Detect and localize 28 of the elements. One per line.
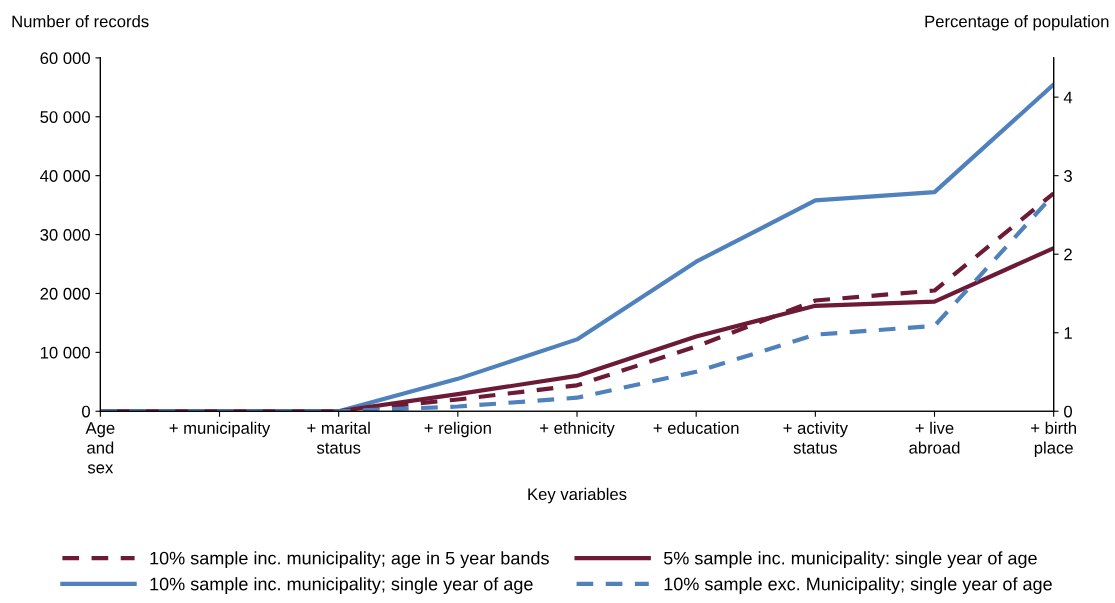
y2-tick-label: 1 bbox=[1064, 327, 1072, 339]
x-tick-label: + municipality bbox=[169, 421, 271, 438]
x-tick-label: + religion bbox=[424, 421, 491, 438]
y2-axis-title: Percentage of population bbox=[925, 15, 1109, 31]
x-tick-label: Age and sex bbox=[85, 422, 115, 474]
y-tick-label: 10 000 bbox=[40, 346, 90, 359]
y-tick-label: 20 000 bbox=[40, 287, 90, 300]
y-tick-label: 50 000 bbox=[40, 111, 90, 123]
y2-tick-label: 4 bbox=[1063, 91, 1073, 104]
x-axis-title: Key variables bbox=[528, 487, 627, 504]
y-tick-label: 60 000 bbox=[40, 52, 90, 65]
x-tick-label: + live abroad bbox=[909, 421, 960, 454]
y-tick-label: 0 bbox=[82, 405, 90, 418]
legend-label: 10% sample inc. municipality; single year of age bbox=[150, 577, 533, 594]
legend-label: 5% sample inc. municipality: single year of age bbox=[663, 551, 1037, 569]
y2-tick-label: 2 bbox=[1064, 248, 1072, 261]
legend-label: 10% sample exc. Municipality; single year of age bbox=[664, 577, 1052, 594]
x-tick-label: + activity status bbox=[783, 421, 848, 454]
x-tick-label: + ethnicity bbox=[540, 421, 615, 438]
y2-tick-label: 3 bbox=[1064, 170, 1072, 182]
y-axis-title: Number of records bbox=[12, 15, 149, 28]
y-tick-label: 30 000 bbox=[40, 228, 90, 241]
y2-tick-label: 0 bbox=[1064, 405, 1073, 418]
x-tick-label: + marital status bbox=[307, 421, 370, 454]
x-tick-label: + education bbox=[653, 421, 739, 434]
y-tick-label: 40 000 bbox=[40, 170, 90, 182]
x-tick-label: + birth place bbox=[1031, 421, 1076, 457]
legend-label: 10% sample inc. municipality; age in 5 year bands bbox=[150, 551, 549, 569]
